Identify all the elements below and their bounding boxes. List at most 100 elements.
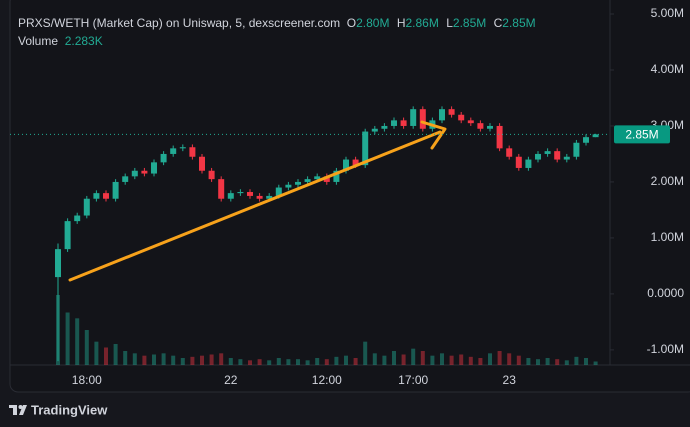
x-tick-label: 17:00 — [398, 373, 428, 387]
x-tick-label: 12:00 — [312, 373, 342, 387]
candle-body — [179, 147, 186, 149]
volume-bar — [420, 351, 425, 365]
legend-key: Volume — [18, 34, 59, 48]
legend-key: O — [346, 16, 357, 30]
candle-body — [151, 162, 157, 174]
candle-body — [285, 184, 292, 188]
candle-body — [131, 170, 138, 177]
candle-body — [218, 179, 225, 199]
candle-body — [419, 109, 426, 129]
volume-bar — [152, 354, 156, 365]
volume-bar — [468, 356, 473, 365]
candle-body — [275, 187, 282, 196]
volume-bar — [324, 359, 329, 365]
candle-body — [304, 179, 311, 182]
candle-body — [333, 170, 340, 182]
candle-body — [93, 193, 100, 199]
volume-bar — [257, 359, 262, 365]
volume-bar — [171, 355, 176, 365]
volume-bar — [75, 318, 80, 365]
volume-bar — [363, 341, 368, 365]
volume-bar — [267, 360, 272, 365]
chart-panel — [9, 0, 690, 393]
candle-body — [170, 148, 177, 154]
volume-bar — [334, 356, 339, 365]
candle-body — [256, 195, 263, 199]
candle-body — [381, 125, 388, 129]
legend-key: C — [493, 16, 503, 30]
volume-bar — [449, 355, 454, 365]
arrow-annotation — [68, 120, 447, 282]
legend-key: L — [446, 16, 453, 30]
volume-bar — [190, 356, 195, 365]
candle-body — [208, 170, 215, 180]
legend-value: 2.85M — [452, 16, 487, 30]
brand: TradingView — [31, 402, 108, 417]
arrow-line — [68, 130, 442, 282]
volume-bar — [507, 353, 512, 365]
x-tick-label: 22 — [224, 373, 238, 387]
volume-bar — [536, 359, 540, 365]
logo-part — [13, 405, 17, 415]
candle-body — [525, 159, 532, 168]
candle-body — [554, 151, 561, 160]
volume-bar — [94, 341, 99, 365]
candle-body — [573, 142, 580, 157]
candle-body — [352, 159, 359, 166]
volume-bar — [555, 359, 560, 365]
candle-body — [487, 125, 493, 129]
volume-bar — [497, 351, 502, 365]
volume-bar — [200, 355, 204, 365]
y-tick-label: 5.00M — [651, 6, 684, 20]
legend-key: H — [396, 16, 406, 30]
legend: PRXS/WETH (Market Cap) on Uniswap, 5, de… — [18, 14, 540, 50]
volume-bar — [238, 359, 243, 365]
volume-bar — [84, 330, 89, 365]
volume-bar — [276, 358, 281, 365]
plot — [55, 106, 599, 365]
x-tick-label: 23 — [503, 373, 517, 387]
title: PRXS/WETH (Market Cap) on Uniswap, 5, de… — [18, 16, 341, 30]
candle-body — [391, 120, 397, 126]
volume-bar — [545, 358, 550, 365]
candle-body — [439, 109, 445, 121]
candle-body — [199, 156, 205, 171]
candle-body — [103, 193, 109, 199]
volume-bar — [104, 347, 108, 365]
candle-body — [237, 192, 244, 194]
candle-body — [141, 170, 148, 174]
volume-bar — [286, 359, 291, 365]
candle-body — [295, 181, 301, 185]
volume-bar — [65, 312, 70, 365]
candle-body — [410, 109, 417, 126]
candle-body — [477, 123, 484, 129]
candle-body — [371, 128, 378, 132]
candle-body — [515, 156, 522, 168]
candle-body — [362, 131, 369, 166]
volume-bar — [353, 358, 358, 365]
x-tick-label: 18:00 — [72, 373, 102, 387]
volume-bar — [526, 358, 531, 365]
candle-body — [160, 153, 167, 163]
candle-body — [400, 120, 407, 126]
logo-part — [19, 405, 27, 415]
y-tick-label: 0.0000 — [647, 286, 684, 300]
candle-body — [189, 147, 196, 157]
candle-body — [458, 114, 465, 121]
candle-body — [544, 151, 551, 154]
volume-bar — [209, 354, 214, 365]
volume-bar — [228, 358, 233, 365]
candle-body — [247, 192, 253, 196]
volume-bar — [516, 355, 521, 365]
legend-value: 2.86M — [405, 16, 439, 30]
volume-bar — [344, 355, 348, 365]
volume-bar — [564, 360, 569, 365]
legend-row: PRXS/WETH (Market Cap) on Uniswap, 5, de… — [18, 14, 540, 32]
volume-bar — [459, 354, 464, 365]
candle-body — [496, 125, 503, 149]
candle-body — [74, 215, 81, 222]
volume-bar — [296, 359, 300, 365]
candle-body — [535, 153, 541, 160]
